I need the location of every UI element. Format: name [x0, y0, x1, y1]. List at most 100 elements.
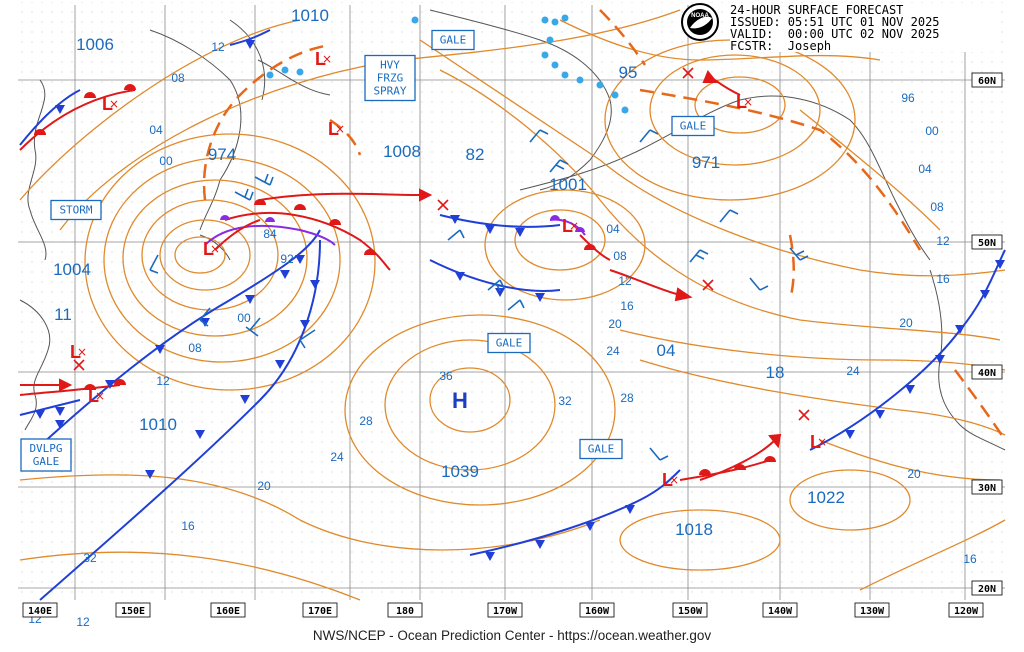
latitude-label: 20N — [978, 584, 996, 595]
low-center-marker: L× — [88, 386, 105, 406]
map-background — [18, 2, 1008, 600]
pressure-center-label: 11 — [54, 305, 72, 324]
forecast-info-box: 24-HOUR SURFACE FORECAST ISSUED: 05:51 U… — [730, 4, 1000, 52]
isobars — [19, 9, 1006, 601]
latitude-label: 40N — [978, 368, 996, 379]
pressure-center-label: 1010 — [139, 415, 177, 434]
longitude-labels: 140E 150E 160E 170E 180 170W 160W 150W 140W 130W 1… — [22, 602, 984, 618]
cold-front-triangle — [310, 280, 320, 289]
issued-time: ISSUED: 05:51 UTC 01 NOV 2025 — [730, 15, 940, 29]
cold-front-triangle — [515, 228, 525, 237]
longitude-label: 150E — [121, 606, 145, 617]
cold-front-triangle — [200, 318, 210, 327]
warm-fronts — [19, 89, 771, 481]
warm-front-semicircle — [34, 129, 46, 135]
low-symbol: L — [328, 119, 339, 139]
svg-text:×: × — [569, 219, 579, 233]
trough-lines — [202, 9, 1007, 441]
longitude-label: 140E — [28, 606, 52, 617]
cold-front-triangle — [145, 470, 155, 479]
cold-front-triangle — [535, 293, 545, 302]
isobar-label: 00 — [159, 154, 173, 168]
svg-text:×: × — [743, 95, 753, 109]
svg-text:×: × — [95, 389, 105, 403]
isobar-label: 92 — [280, 252, 294, 266]
cold-front-triangle — [245, 40, 255, 49]
longitude-label: 160E — [216, 606, 240, 617]
isobar-label: 12 — [211, 40, 225, 54]
longitude-label: 120W — [954, 606, 979, 617]
noaa-logo-text: NOAA — [691, 13, 709, 19]
high-symbol: H — [452, 388, 468, 413]
warm-front-semicircle — [294, 204, 306, 210]
cold-front-triangle — [495, 288, 505, 297]
isobar-label: 16 — [963, 552, 977, 566]
pressure-center-label: 1010 — [291, 6, 329, 25]
svg-text:×: × — [109, 97, 119, 111]
svg-text:STORM: STORM — [59, 204, 92, 217]
longitude-label: 140W — [768, 606, 793, 617]
svg-text:GALE: GALE — [496, 337, 523, 350]
svg-text:×: × — [669, 473, 679, 487]
warning-label: GALE — [431, 29, 475, 51]
lat-lon-graticule — [18, 5, 1005, 600]
warning-label: GALE — [671, 115, 715, 137]
occluded-front-symbol — [575, 227, 585, 232]
cold-front-triangle — [35, 410, 45, 419]
svg-text:×: × — [322, 52, 332, 66]
warm-front-semicircle — [364, 249, 376, 255]
isobar-label: 00 — [237, 311, 251, 325]
occluded-front-symbol — [220, 215, 230, 220]
svg-text:DVLPG: DVLPG — [29, 442, 62, 455]
footer-credit: NWS/NCEP - Ocean Prediction Center - htt… — [312, 628, 712, 643]
pressure-center-label: 1004 — [53, 260, 91, 279]
cold-front-triangle — [300, 320, 310, 329]
warm-front-semicircle — [124, 84, 136, 90]
latitude-label: 50N — [978, 238, 996, 249]
cold-front-triangle — [295, 255, 305, 264]
wind-barbs — [149, 129, 809, 461]
cold-front-triangle — [625, 505, 635, 514]
pressure-center-label: 18 — [766, 363, 785, 382]
cold-front-triangle — [275, 360, 285, 369]
svg-text:GALE: GALE — [588, 443, 615, 456]
latitude-label: 30N — [978, 483, 996, 494]
low-center-marker: L× — [562, 216, 579, 236]
cold-front-triangle — [935, 355, 945, 364]
cold-front-triangle — [55, 420, 65, 429]
svg-text:GALE: GALE — [440, 34, 467, 47]
low-center-marker: L× — [102, 94, 119, 114]
low-center-marker: L× — [70, 342, 87, 362]
warm-front-semicircle — [764, 456, 776, 462]
low-symbol: L — [662, 470, 673, 490]
isobar-label: 24 — [846, 364, 860, 378]
isobar-label: 12 — [156, 374, 170, 388]
cold-front-triangle — [155, 345, 165, 354]
isobar-label: 16 — [181, 519, 195, 533]
isobar-label: 28 — [620, 391, 634, 405]
svg-text:SPRAY: SPRAY — [373, 85, 406, 98]
pressure-center-label: 1006 — [76, 35, 114, 54]
isobar-label: 16 — [936, 272, 950, 286]
low-symbol: L — [810, 432, 821, 452]
isobar-label: 24 — [330, 450, 344, 464]
cold-front-triangle — [980, 290, 990, 299]
warm-front-semicircle — [114, 379, 126, 385]
isobar-label: 20 — [907, 467, 921, 481]
cold-front-triangle — [195, 430, 205, 439]
isobar-label: 36 — [439, 369, 453, 383]
svg-text:×: × — [77, 345, 87, 359]
svg-text:×: × — [210, 242, 220, 256]
cold-front-triangle — [105, 380, 115, 389]
warm-front-semicircle — [84, 384, 96, 390]
low-symbol: L — [736, 92, 747, 112]
warm-front-semicircle — [584, 244, 596, 250]
pressure-center-label: 1018 — [675, 520, 713, 539]
pressure-systems: L× L× L× L× L× L× L× L× L× L× H — [70, 49, 827, 490]
cold-front-triangle — [280, 270, 290, 279]
pressure-center-label: 82 — [466, 145, 485, 164]
